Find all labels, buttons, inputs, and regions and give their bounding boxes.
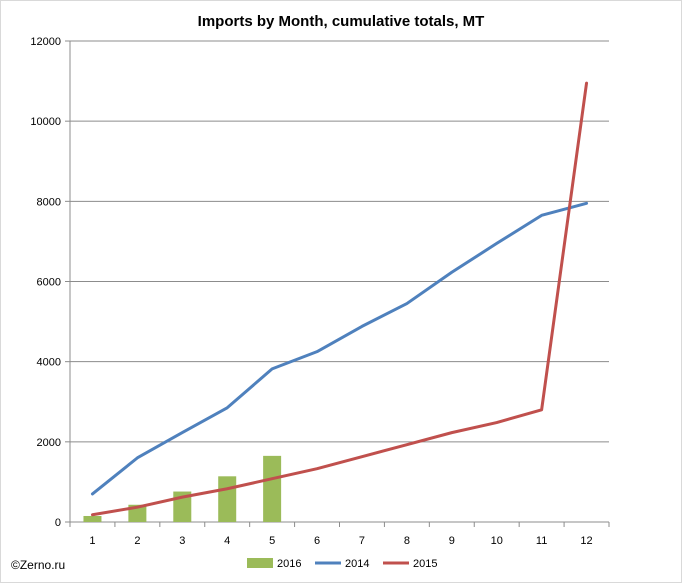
legend-swatch-2016 [247,558,273,568]
y-tick-label: 10000 [30,116,61,128]
source-credit: ©Zerno.ru [11,558,66,572]
legend-label-2016: 2016 [277,558,301,570]
x-tick-label: 8 [404,535,410,547]
bar-2016-4 [218,476,237,522]
y-tick-label: 4000 [37,357,61,369]
bar-2016-5 [263,455,282,522]
x-tick-label: 1 [89,535,95,547]
legend-label-2015: 2015 [413,558,437,570]
x-tick-label: 2 [134,535,140,547]
x-tick-label: 4 [224,535,230,547]
chart-title: Imports by Month, cumulative totals, MT [197,13,485,30]
series-line-2014 [90,201,589,496]
series-line-2015 [90,81,589,517]
y-tick-label: 0 [55,517,61,529]
y-tick-label: 2000 [37,437,61,449]
x-tick-label: 12 [580,535,592,547]
y-tick-label: 8000 [37,196,61,208]
x-tick-label: 9 [449,535,455,547]
y-tick-label: 6000 [37,277,61,289]
x-tick-label: 11 [536,535,547,547]
x-tick-label: 10 [491,535,503,547]
y-tick-label: 12000 [30,36,61,48]
legend-label-2014: 2014 [345,558,369,570]
x-tick-label: 3 [179,535,185,547]
x-tick-label: 5 [269,535,275,547]
x-tick-label: 6 [314,535,320,547]
bar-2016-1 [83,515,102,522]
x-tick-label: 7 [359,535,365,547]
